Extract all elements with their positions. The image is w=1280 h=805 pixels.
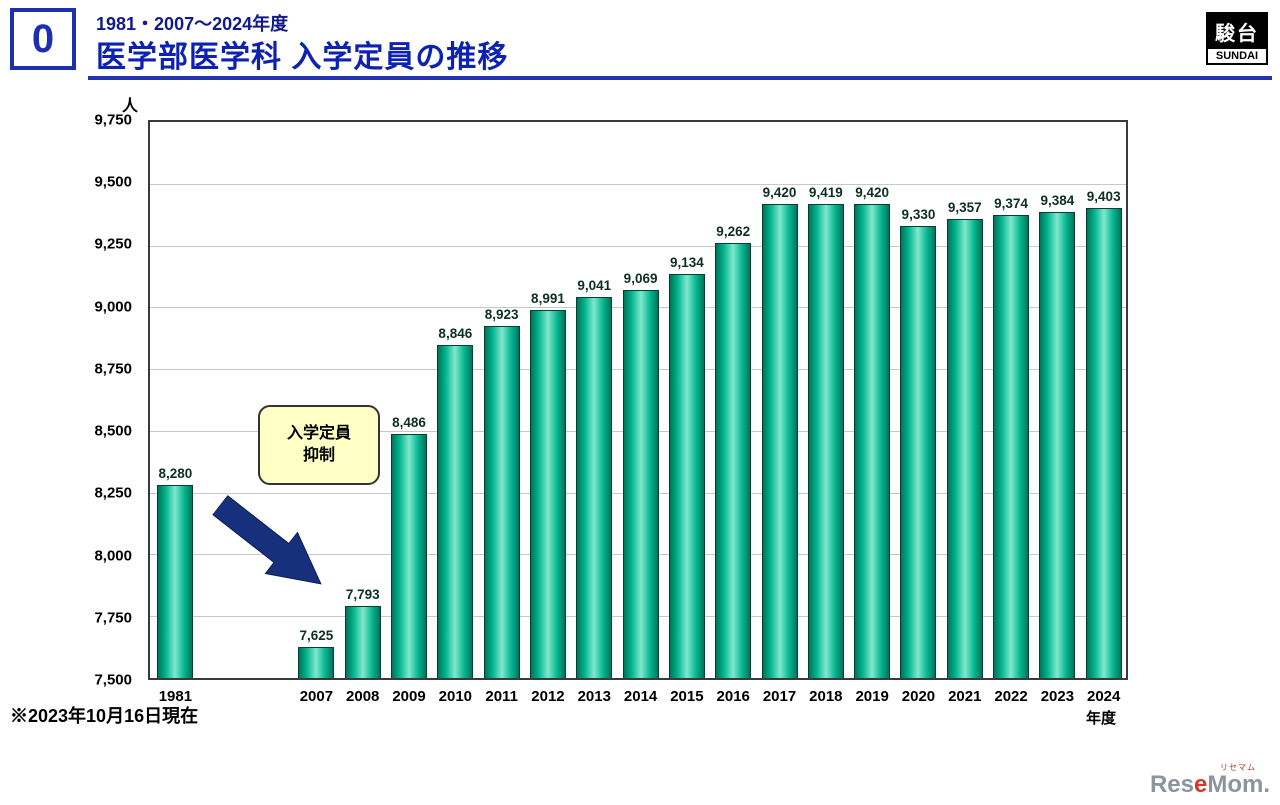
sundai-logo-roman: SUNDAI	[1208, 49, 1266, 63]
bar-value-label: 8,846	[438, 326, 473, 342]
bar-value-label: 9,134	[669, 255, 704, 271]
x-axis-tick-label: 2007	[299, 688, 334, 705]
footnote-date: ※2023年10月16日現在	[10, 706, 199, 726]
gridline	[150, 245, 1126, 247]
x-axis-tick-label: 2016	[716, 688, 750, 705]
resemom-logo: リセマム ReseMom.	[1150, 764, 1270, 797]
bar-2018: 9,419	[807, 185, 844, 678]
y-axis-tick-label: 8,750	[94, 360, 132, 378]
bar-value-label: 9,420	[762, 184, 797, 200]
bar-2021: 9,357	[946, 200, 983, 678]
bar-chart-plot-area: 入学定員 抑制 8,280 1981 7,625 2007 7,793 2008 8,486…	[148, 120, 1128, 705]
bar-value-label: 9,330	[901, 206, 936, 222]
gridline	[150, 183, 1126, 185]
y-axis-tick-label: 9,250	[94, 235, 132, 253]
resemom-logo-kana: リセマム	[1220, 763, 1256, 772]
bar-2010: 8,846	[437, 326, 474, 678]
header-rule	[88, 76, 1272, 80]
bar-value-label: 9,420	[855, 184, 890, 200]
x-axis-tick-label: 2013	[577, 688, 611, 705]
bar-2008: 7,793	[344, 587, 381, 678]
x-axis-tick-label: 2017	[762, 688, 797, 705]
bar-2016: 9,262	[715, 224, 752, 678]
bar-2019: 9,420	[854, 185, 891, 678]
x-axis-tick-label: 1981	[158, 688, 193, 705]
y-axis-tick-label: 8,000	[94, 547, 132, 565]
bar-value-label: 9,262	[716, 223, 751, 239]
bar-1981: 8,280	[157, 466, 194, 678]
annotation-callout: 入学定員 抑制	[258, 405, 380, 485]
bar-2014: 9,069	[622, 271, 659, 678]
x-axis-tick-label: 2008	[346, 688, 380, 705]
resemom-logo-text: ReseMom.	[1150, 771, 1270, 798]
y-axis-tick-label: 9,750	[94, 111, 132, 129]
bar-value-label: 9,357	[947, 200, 982, 216]
resemom-logo-red-letter: e	[1193, 771, 1208, 798]
bar-2013: 9,041	[576, 278, 613, 678]
bar-2011: 8,923	[483, 307, 520, 678]
bar-2023: 9,384	[1039, 193, 1076, 678]
resemom-logo-part2: Mom	[1207, 771, 1264, 798]
x-axis-tick-label: 2011	[485, 688, 518, 705]
x-axis-tick-label: 2014	[623, 688, 658, 705]
x-axis-tick-label: 2024	[1087, 688, 1121, 705]
bar-value-label: 9,041	[577, 278, 612, 294]
bar-2020: 9,330	[900, 207, 937, 678]
x-axis-tick-label: 2019	[855, 688, 889, 705]
y-axis-tick-label: 7,500	[94, 671, 132, 689]
annotation-line-1: 入学定員	[286, 425, 351, 443]
x-axis-tick-label: 2015	[670, 688, 704, 705]
bar-value-label: 8,280	[158, 466, 193, 482]
annotation-line-2: 抑制	[302, 447, 335, 464]
bar-value-label: 8,991	[531, 290, 565, 306]
x-axis-tick-label: 2023	[1040, 688, 1075, 705]
slide-number-box: 0	[10, 8, 76, 70]
bar-value-label: 8,923	[484, 307, 519, 323]
bar-value-label: 9,069	[623, 271, 658, 287]
x-axis-tick-label: 2022	[994, 688, 1028, 705]
resemom-logo-period: .	[1263, 771, 1270, 798]
bar-2015: 9,134	[668, 255, 705, 678]
slide-subtitle: 1981・2007～2024年度	[96, 14, 289, 34]
y-axis-unit-label: 人	[122, 98, 139, 115]
y-axis-tick-label: 7,750	[94, 609, 132, 627]
bar-2012: 8,991	[529, 291, 566, 678]
y-axis-tick-labels: 9,750 9,500 9,250 9,000 8,750 8,500 8,250 8,000…	[70, 112, 140, 689]
slide-number: 0	[31, 16, 55, 61]
x-axis-tick-label: 2021	[948, 688, 982, 705]
bar-2017: 9,420	[761, 185, 798, 678]
y-axis-tick-label: 9,000	[94, 298, 132, 316]
bar-value-label: 9,374	[994, 195, 1028, 211]
x-axis-tick-label: 2010	[438, 688, 473, 705]
resemom-logo-part1: Res	[1149, 771, 1194, 798]
x-axis-label: 年度	[1086, 710, 1117, 727]
x-axis-tick-label: 2012	[531, 688, 565, 705]
y-axis-tick-label: 8,250	[94, 484, 132, 502]
bar-value-label: 7,625	[299, 628, 334, 644]
bar-2022: 9,374	[993, 196, 1030, 678]
bar-value-label: 9,419	[808, 184, 843, 200]
x-axis-tick-label: 2009	[392, 688, 426, 705]
bar-value-label: 7,793	[345, 586, 380, 602]
bar-value-label: 9,384	[1040, 193, 1075, 209]
bar-value-label: 8,486	[392, 415, 426, 431]
sundai-logo: 駿台 SUNDAI	[1206, 12, 1268, 65]
y-axis-tick-label: 8,500	[94, 422, 132, 440]
bar-2009: 8,486	[391, 415, 428, 678]
y-axis-tick-label: 9,500	[94, 173, 132, 191]
suppression-arrow-icon	[211, 494, 322, 585]
sundai-logo-kanji: 駿台	[1208, 14, 1266, 49]
x-axis-tick-label: 2018	[809, 688, 843, 705]
bar-value-label: 9,403	[1086, 188, 1121, 204]
bar-2007: 7,625	[298, 628, 335, 678]
x-axis-tick-label: 2020	[901, 688, 936, 705]
page-title: 医学部医学科 入学定員の推移	[96, 41, 509, 74]
bar-2024: 9,403	[1085, 189, 1122, 678]
